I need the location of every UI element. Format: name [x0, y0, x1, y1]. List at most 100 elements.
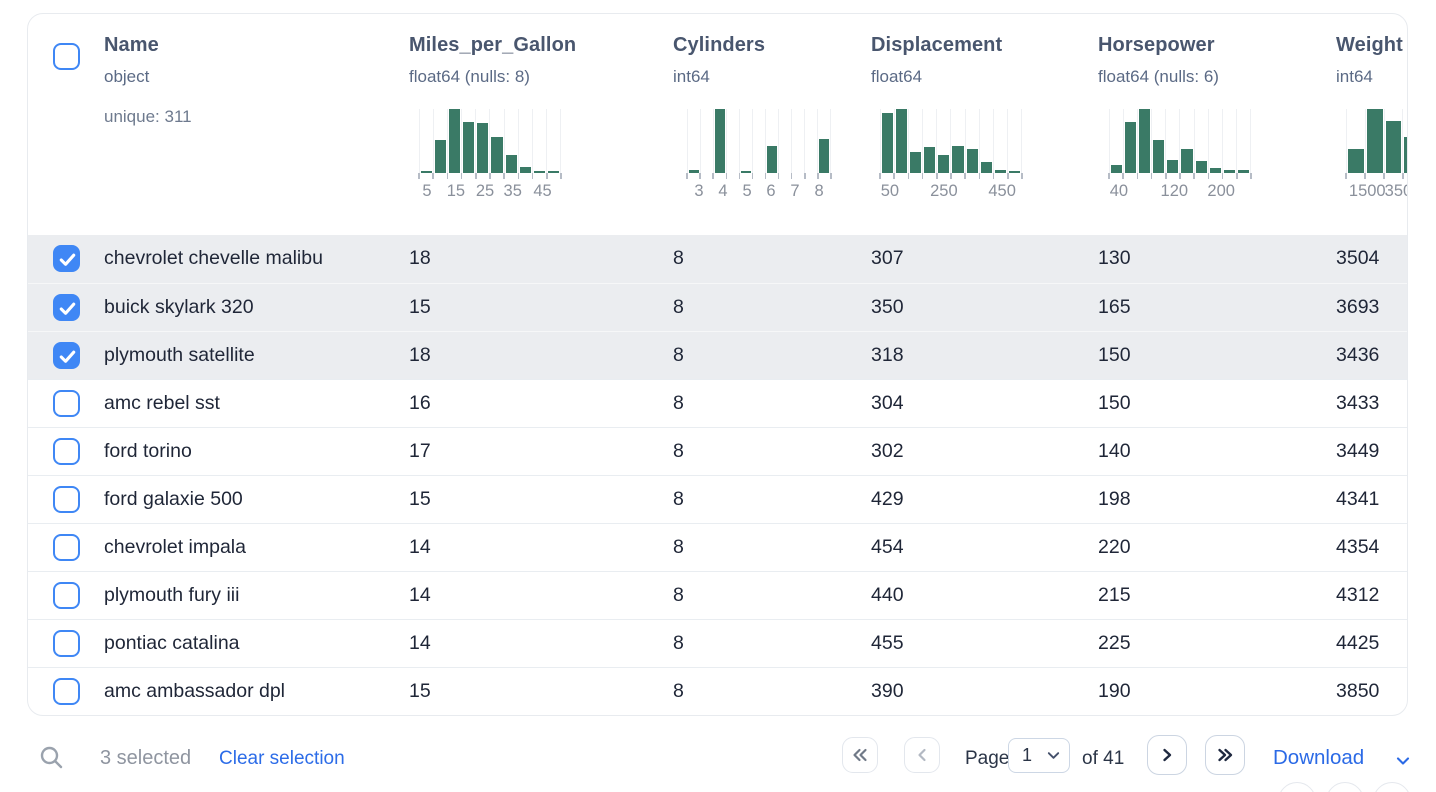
hidden-action-button-2[interactable]	[1326, 782, 1364, 792]
histogram-bin	[475, 109, 489, 173]
histogram-bar	[1153, 140, 1165, 173]
last-page-button[interactable]	[1205, 735, 1245, 775]
column-header-miles_per_gallon[interactable]: Miles_per_Gallon float64 (nulls: 8)	[409, 34, 576, 87]
histogram-axis-ticks	[1108, 173, 1252, 180]
axis-tick	[1150, 173, 1153, 179]
search-icon[interactable]	[38, 744, 66, 772]
histogram-bar	[1366, 109, 1383, 173]
clear-selection-link[interactable]: Clear selection	[219, 748, 345, 769]
axis-tick-label: 40	[1109, 182, 1129, 200]
axis-tick	[950, 173, 952, 179]
histogram-bin	[503, 109, 518, 173]
histogram-bar	[505, 155, 517, 173]
axis-tick	[432, 173, 434, 179]
row-checkbox[interactable]	[53, 582, 80, 609]
check-icon	[59, 253, 76, 266]
axis-tick	[1021, 173, 1023, 179]
table-row[interactable]: ford galaxie 500 15 8 429 198 4341	[28, 475, 1407, 523]
histogram-bar	[938, 155, 950, 173]
histogram-bin	[950, 109, 964, 173]
histogram-bar	[994, 170, 1006, 173]
select-all-checkbox[interactable]	[53, 43, 80, 70]
column-header-displacement[interactable]: Displacement float64	[871, 34, 1002, 87]
table-row[interactable]: pontiac catalina 14 8 455 225 4425	[28, 619, 1407, 667]
histogram-bar	[463, 122, 475, 173]
axis-tick	[817, 173, 819, 179]
row-checkbox[interactable]	[53, 245, 80, 272]
column-header-cylinders[interactable]: Cylinders int64	[673, 34, 765, 87]
table-row[interactable]: chevrolet impala 14 8 454 220 4354	[28, 523, 1407, 571]
axis-tick	[1250, 173, 1252, 179]
axis-tick	[712, 173, 714, 179]
histogram-bin	[687, 109, 700, 173]
histogram-bin	[992, 109, 1007, 173]
column-header-weight[interactable]: Weight int64	[1336, 34, 1403, 87]
table-body: chevrolet chevelle malibu 18 8 307 130 3504 bu…	[28, 235, 1407, 715]
axis-tick	[804, 173, 806, 179]
axis-tick	[560, 173, 562, 179]
histogram-bar	[491, 137, 503, 173]
cell-horsepower: 165	[1098, 296, 1131, 318]
table-row[interactable]: plymouth satellite 18 8 318 150 3436	[28, 331, 1407, 379]
cell-cylinders: 8	[673, 247, 684, 269]
histogram-bar	[1223, 170, 1235, 173]
row-checkbox[interactable]	[53, 534, 80, 561]
hidden-action-button-3[interactable]	[1373, 782, 1411, 792]
table-row[interactable]: ford torino 17 8 302 140 3449	[28, 427, 1407, 475]
row-checkbox[interactable]	[53, 678, 80, 705]
table-row[interactable]: chevrolet chevelle malibu 18 8 307 130 3504	[28, 235, 1407, 283]
histogram-bin	[964, 109, 979, 173]
axis-tick-label: 5	[422, 182, 432, 200]
axis-tick-label: 4	[718, 182, 728, 200]
cell-horsepower: 225	[1098, 632, 1131, 654]
row-checkbox[interactable]	[53, 294, 80, 321]
column-header-horsepower[interactable]: Horsepower float64 (nulls: 6)	[1098, 34, 1219, 87]
cell-miles_per_gallon: 15	[409, 488, 431, 510]
cell-cylinders: 8	[673, 584, 684, 606]
histogram-bar	[519, 167, 531, 173]
axis-tick	[686, 173, 688, 179]
column-title: Miles_per_Gallon	[409, 34, 577, 56]
cell-cylinders: 8	[673, 296, 684, 318]
row-checkbox[interactable]	[53, 486, 80, 513]
cell-weight: 4354	[1336, 536, 1380, 558]
axis-tick-label: 3	[694, 182, 704, 200]
histogram-bars	[687, 109, 831, 173]
axis-tick-label: 1500	[1348, 182, 1386, 200]
cell-name: chevrolet chevelle malibu	[104, 247, 323, 269]
next-page-button[interactable]	[1147, 735, 1187, 775]
axis-tick-label: 7	[790, 182, 800, 200]
row-checkbox[interactable]	[53, 342, 80, 369]
download-chevron-down-icon[interactable]	[1394, 752, 1412, 770]
cell-name: plymouth fury iii	[104, 584, 240, 606]
download-button[interactable]: Download	[1273, 746, 1365, 769]
cell-horsepower: 130	[1098, 247, 1131, 269]
histogram-bar	[952, 146, 964, 173]
axis-tick	[475, 173, 477, 179]
histogram-bar	[910, 152, 922, 173]
column-header-name[interactable]: Name object unique: 311	[104, 34, 192, 127]
histogram-bin	[433, 109, 447, 173]
histogram-bar	[1385, 121, 1402, 173]
cell-displacement: 455	[871, 632, 904, 654]
hidden-action-button-1[interactable]	[1278, 782, 1316, 792]
table-row[interactable]: amc rebel sst 16 8 304 150 3433	[28, 379, 1407, 427]
table-row[interactable]: buick skylark 320 15 8 350 165 3693	[28, 283, 1407, 331]
histogram-bin	[752, 109, 765, 173]
previous-page-button[interactable]	[904, 737, 940, 773]
cell-miles_per_gallon: 17	[409, 440, 431, 462]
histogram-bin	[461, 109, 475, 173]
axis-tick	[751, 173, 754, 179]
row-checkbox[interactable]	[53, 390, 80, 417]
cell-horsepower: 150	[1098, 392, 1131, 414]
histogram-bar	[896, 109, 908, 173]
page-select[interactable]: 1	[1008, 738, 1070, 773]
histogram-bin	[804, 109, 817, 173]
cell-name: ford galaxie 500	[104, 488, 243, 510]
histogram-bar	[1237, 170, 1249, 173]
first-page-button[interactable]	[842, 737, 878, 773]
row-checkbox[interactable]	[53, 438, 80, 465]
table-row[interactable]: plymouth fury iii 14 8 440 215 4312	[28, 571, 1407, 619]
row-checkbox[interactable]	[53, 630, 80, 657]
table-row[interactable]: amc ambassador dpl 15 8 390 190 3850	[28, 667, 1407, 715]
